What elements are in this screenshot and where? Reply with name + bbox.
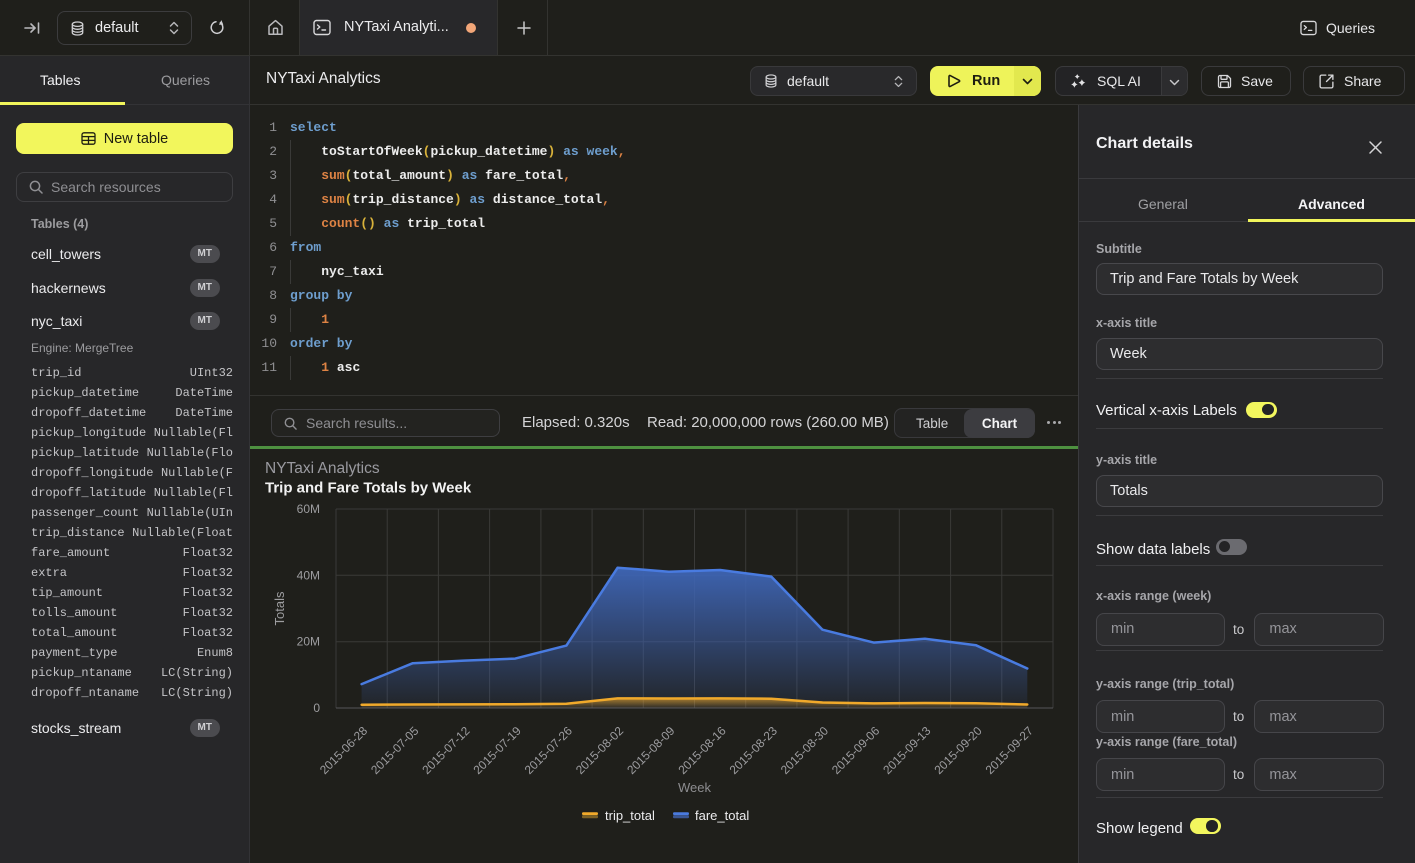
svg-text:2015-07-05: 2015-07-05 (368, 723, 422, 777)
svg-text:2015-06-28: 2015-06-28 (317, 723, 371, 777)
svg-text:2015-07-12: 2015-07-12 (419, 723, 473, 777)
svg-text:2015-09-20: 2015-09-20 (931, 723, 985, 777)
svg-text:2015-08-30: 2015-08-30 (778, 723, 832, 777)
svg-text:2015-08-23: 2015-08-23 (727, 723, 781, 777)
svg-text:2015-09-27: 2015-09-27 (983, 723, 1037, 777)
svg-text:2015-09-13: 2015-09-13 (880, 723, 934, 777)
svg-text:20M: 20M (297, 634, 320, 648)
svg-text:trip_total: trip_total (605, 808, 655, 823)
svg-text:Week: Week (678, 780, 711, 795)
svg-text:Trip and Fare Totals by Week: Trip and Fare Totals by Week (265, 479, 472, 496)
svg-text:NYTaxi Analytics: NYTaxi Analytics (265, 460, 380, 477)
svg-text:2015-08-02: 2015-08-02 (573, 723, 627, 777)
svg-text:2015-07-26: 2015-07-26 (522, 723, 576, 777)
svg-text:fare_total: fare_total (695, 808, 749, 823)
svg-text:Totals: Totals (272, 591, 287, 625)
svg-text:2015-08-09: 2015-08-09 (624, 723, 678, 777)
svg-text:2015-07-19: 2015-07-19 (471, 723, 525, 777)
svg-text:2015-08-16: 2015-08-16 (675, 723, 729, 777)
svg-text:0: 0 (313, 701, 320, 715)
svg-text:2015-09-06: 2015-09-06 (829, 723, 883, 777)
svg-text:40M: 40M (297, 568, 320, 582)
svg-text:60M: 60M (297, 502, 320, 516)
